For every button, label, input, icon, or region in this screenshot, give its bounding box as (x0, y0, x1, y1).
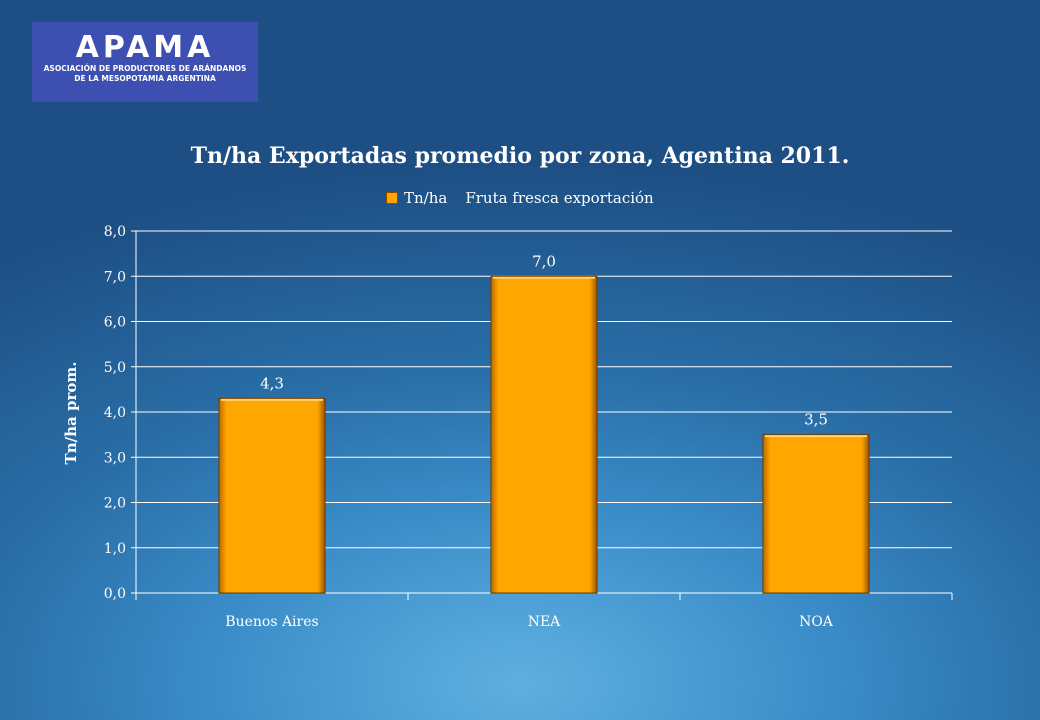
logo-line-1: ASOCIACIÓN DE PRODUCTORES DE ARÁNDANOS (43, 64, 247, 73)
bar-nea (490, 275, 598, 594)
bar-buenos-aires (218, 397, 326, 594)
y-tick-label: 8,0 (104, 224, 126, 240)
y-tick-label: 2,0 (104, 496, 126, 512)
data-label: 4,3 (260, 374, 284, 392)
legend-swatch (386, 192, 398, 204)
y-tick-label: 0,0 (104, 586, 126, 602)
legend-note: Fruta fresca exportación (465, 189, 654, 207)
legend-series-label: Tn/ha (404, 189, 448, 207)
x-tick-label: NEA (528, 614, 561, 630)
y-tick-label: 1,0 (104, 541, 126, 557)
bar-noa (762, 434, 870, 594)
x-tick-label: NOA (799, 614, 834, 630)
y-tick-label: 5,0 (104, 360, 126, 376)
x-tick-label: Buenos Aires (225, 614, 318, 630)
y-tick-label: 7,0 (104, 269, 126, 285)
y-tick-label: 6,0 (104, 315, 126, 331)
y-tick-label: 3,0 (104, 450, 126, 466)
data-label: 3,5 (804, 411, 828, 429)
logo-line-2: DE LA MESOPOTAMIA ARGENTINA (74, 74, 216, 83)
logo-wordmark: APAMA (75, 30, 215, 65)
y-axis-title: Tn/ha prom. (62, 362, 80, 465)
apama-logo: APAMA ASOCIACIÓN DE PRODUCTORES DE ARÁND… (32, 22, 258, 102)
y-tick-label: 4,0 (104, 405, 126, 421)
chart-title: Tn/ha Exportadas promedio por zona, Agen… (190, 143, 850, 169)
chart-legend: Tn/ha Fruta fresca exportación (386, 186, 654, 210)
data-label: 7,0 (532, 252, 556, 270)
